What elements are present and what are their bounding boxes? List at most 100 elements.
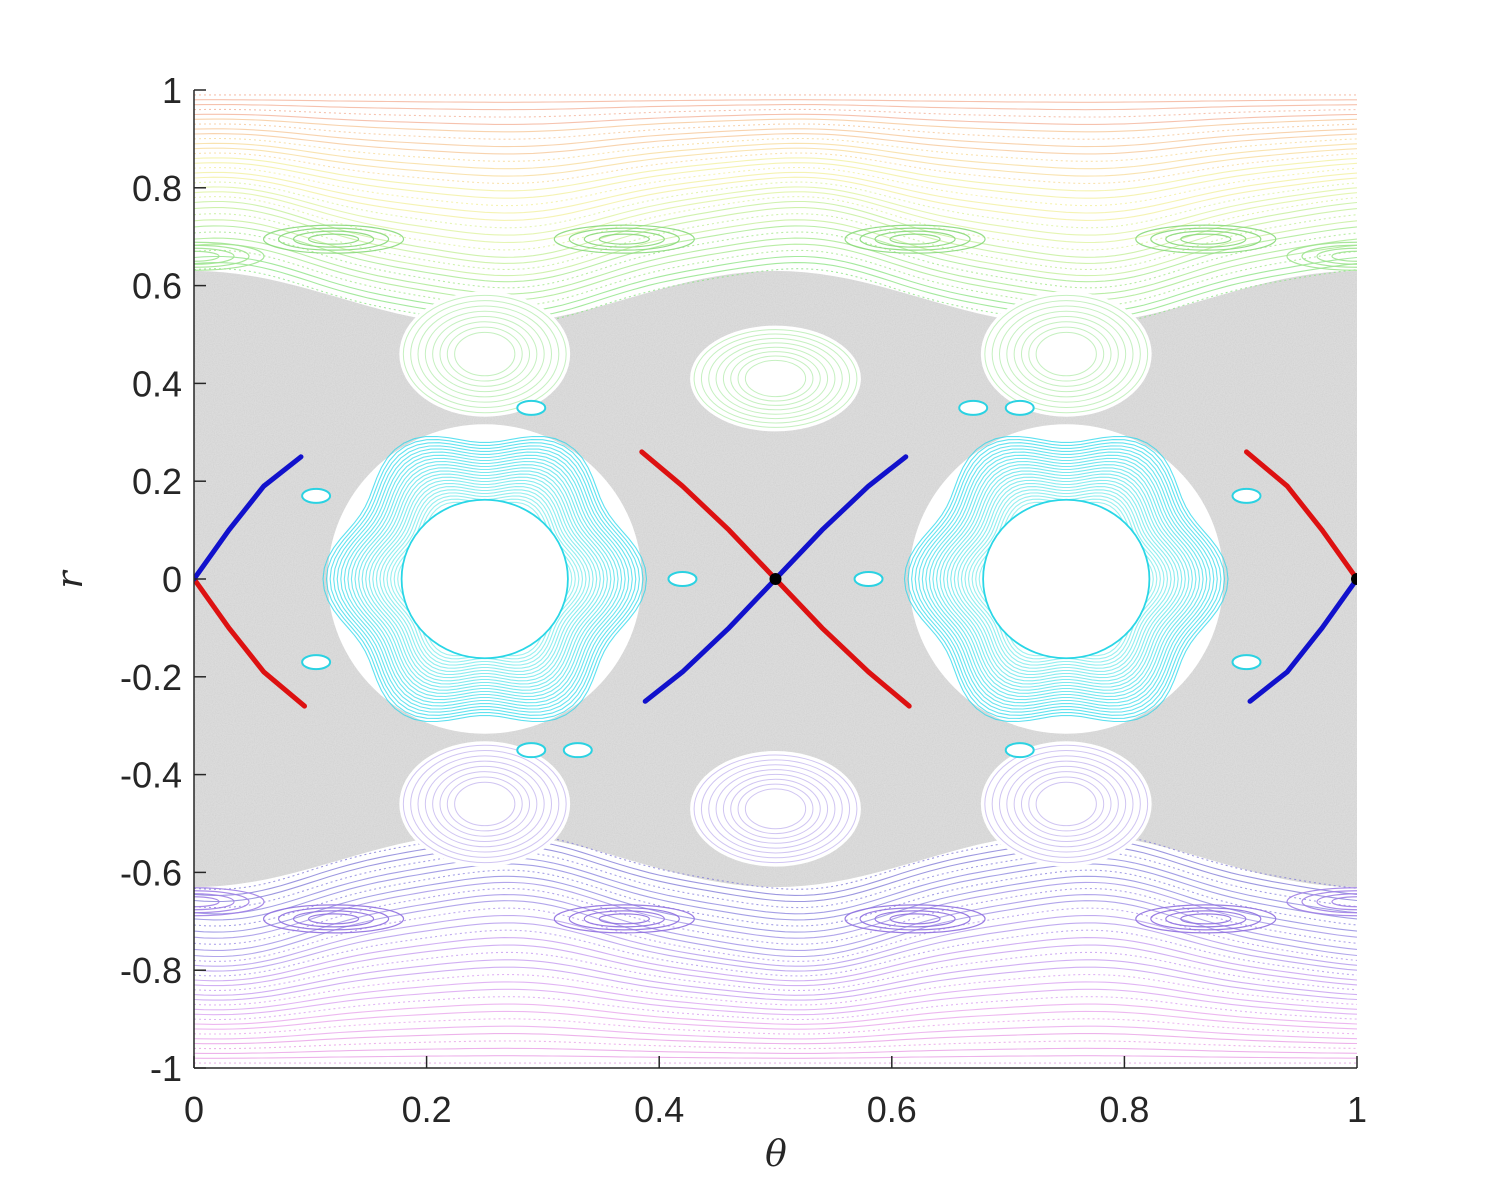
island-invariant-curve xyxy=(390,495,580,663)
secondary-island-curve xyxy=(1006,310,1127,398)
island-invariant-curve xyxy=(372,479,598,679)
resonance-island-curve xyxy=(1331,250,1357,262)
resonance-island-curve xyxy=(194,241,265,271)
island-invariant-curve xyxy=(379,486,591,672)
resonance-island-curve xyxy=(194,250,220,262)
secondary-island-curve xyxy=(737,783,814,835)
island-invariant-curve xyxy=(921,451,1211,707)
island-invariant-curve xyxy=(946,473,1186,685)
resonance-island-curve xyxy=(194,896,220,908)
resonance-island-curve xyxy=(1165,230,1247,248)
secondary-island xyxy=(980,741,1152,867)
island-invariant-curve xyxy=(386,492,584,666)
secondary-island xyxy=(690,325,861,432)
tick-labels: 0 0.2 0.4 0.6 0.8 1 -1 -0.8 -0.6 -0.4 -0.2 0 0.2 0.4 0… xyxy=(120,70,1367,1130)
resonance-island-curve xyxy=(1301,890,1357,914)
upper-invariant-curve xyxy=(194,191,1357,244)
secondary-island-curve xyxy=(693,329,858,428)
upper-invariant-curve xyxy=(194,104,1357,111)
island-invariant-curve xyxy=(957,482,1176,676)
x-tick-label: 1 xyxy=(1347,1089,1367,1130)
upper-invariant-curve xyxy=(194,219,1357,277)
lower-invariant-curve xyxy=(194,1018,1357,1035)
secondary-island-curve xyxy=(700,333,851,424)
lower-invariant-curve xyxy=(194,1003,1357,1025)
island-invariant-curve xyxy=(918,448,1215,710)
island-invariant-curve xyxy=(903,435,1229,723)
island-invariant-curve xyxy=(393,498,576,660)
secondary-island xyxy=(980,291,1152,417)
upper-invariant-curve xyxy=(194,152,1357,185)
lower-invariant-curve xyxy=(194,922,1357,972)
lower-invariant-curve xyxy=(194,937,1357,982)
resonance-island-curve xyxy=(859,907,971,931)
secondary-island-curve xyxy=(998,755,1134,853)
y-tick-label: -0.2 xyxy=(120,657,182,698)
x-tick-label: 0.6 xyxy=(867,1089,917,1130)
chain-island xyxy=(562,742,593,759)
island-invariant-curve xyxy=(907,439,1226,719)
upper-invariant-curve xyxy=(194,142,1357,170)
island-invariant-curve xyxy=(911,442,1222,716)
island-invariant-curve xyxy=(935,464,1197,694)
y-tick-label: 0.8 xyxy=(132,168,182,209)
y-tick-label: 0.4 xyxy=(132,363,182,404)
island-invariant-curve xyxy=(967,492,1165,666)
y-tick-label: -0.4 xyxy=(120,755,182,796)
island-invariant-curve xyxy=(978,501,1154,657)
resonance-island-curve xyxy=(1135,904,1277,934)
secondary-island-curve xyxy=(1028,326,1105,382)
island-invariant-curve xyxy=(397,501,573,657)
secondary-island-curve xyxy=(410,750,560,858)
island-invariant-curve xyxy=(375,482,594,676)
unstable-manifold-line xyxy=(194,576,307,709)
island-invariant-curve xyxy=(960,486,1172,672)
resonance-island-curve xyxy=(194,247,235,265)
island-invariant-curve xyxy=(932,460,1201,698)
island-invariant-curve xyxy=(336,448,633,710)
secondary-island xyxy=(399,741,571,867)
secondary-island-curve xyxy=(984,744,1149,864)
resonance-island-curve xyxy=(1180,913,1232,925)
island-invariant-curve xyxy=(953,479,1179,679)
manifold-layer xyxy=(194,449,1357,709)
lower-invariant-curve xyxy=(194,966,1357,1001)
island-invariant-curve xyxy=(971,495,1161,663)
island-invariant-curve xyxy=(365,473,605,685)
resonance-island-curve xyxy=(1180,233,1232,245)
secondary-island-curve xyxy=(410,300,560,408)
island-invariant-curve xyxy=(347,457,623,701)
resonance-island-curve xyxy=(889,233,941,245)
island-invariant-curve xyxy=(939,467,1193,691)
resonance-island-curve xyxy=(874,230,956,248)
y-tick-label: -0.8 xyxy=(120,950,182,991)
secondary-island-curve xyxy=(715,342,836,415)
island-invariant-curve xyxy=(914,445,1218,713)
secondary-island-curve xyxy=(1013,765,1119,842)
chain-island xyxy=(516,742,547,759)
plot-area xyxy=(194,90,1357,1068)
secondary-island-curve xyxy=(446,326,523,382)
y-axis-label: r xyxy=(50,570,91,589)
lower-invariant-curve xyxy=(194,1055,1357,1059)
resonance-island-curve xyxy=(262,904,405,934)
secondary-island-curve xyxy=(1028,776,1105,832)
y-tick-label: 1 xyxy=(162,70,182,111)
lower-invariant-curve xyxy=(194,875,1357,933)
island-invariant-curve xyxy=(943,470,1190,688)
secondary-island-curve xyxy=(722,346,829,411)
resonance-island-curve xyxy=(1286,241,1357,271)
upper-invariant-curve xyxy=(194,147,1357,177)
resonance-island-curve xyxy=(874,910,956,928)
upper-invariant-curve xyxy=(194,237,1357,295)
secondary-island-curve xyxy=(424,310,545,398)
lower-invariant-curve xyxy=(194,863,1357,921)
upper-invariant-curve xyxy=(194,133,1357,155)
secondary-island-curve xyxy=(991,750,1141,858)
x-tick-label: 0.4 xyxy=(634,1089,684,1130)
resonance-island-curve xyxy=(194,893,235,911)
lower-invariant-curve xyxy=(194,1033,1357,1045)
upper-invariant-curve xyxy=(194,162,1357,199)
chain-island xyxy=(853,571,884,587)
